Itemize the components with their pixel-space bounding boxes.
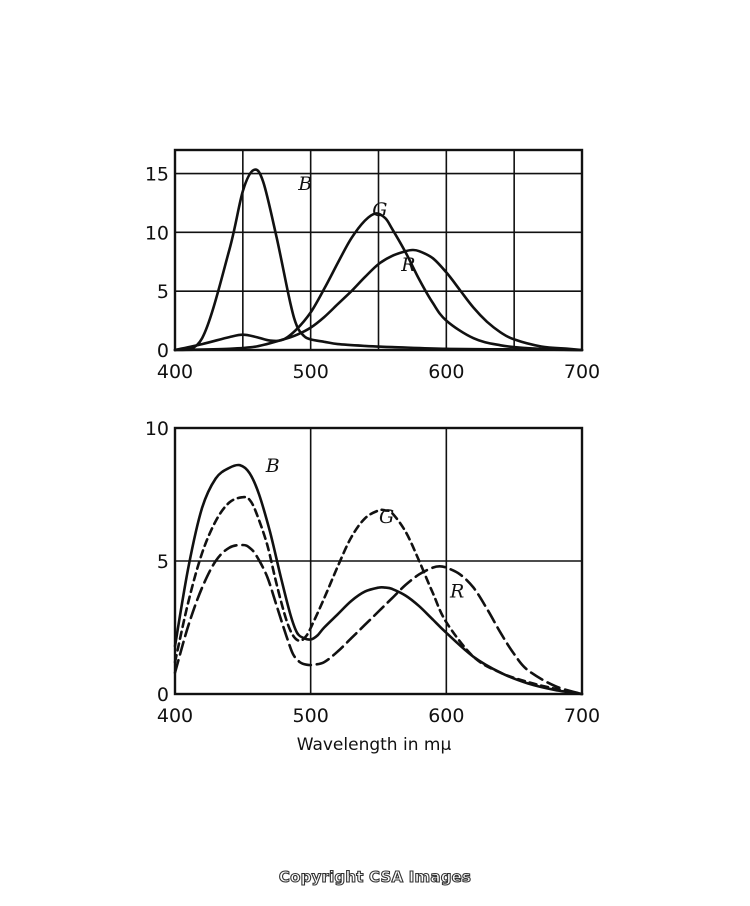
curve-g-line [173,212,584,352]
y-tick-label: 5 [157,551,169,573]
curve-label-g: G [372,199,387,221]
curve-label-g: G [379,506,394,528]
y-tick-label: 0 [157,340,169,362]
copyright-watermark: Copyright CSA Images [278,867,472,886]
x-tick-label: 700 [564,361,600,383]
curve-b-line [173,463,584,696]
x-tick-label: 500 [293,361,329,383]
plot-frame [173,426,584,696]
plot-frame [173,148,584,352]
y-tick-label: 10 [145,418,169,440]
curve-r-line [173,248,584,352]
x-tick-label: 700 [564,705,600,727]
x-tick-label: 500 [293,705,329,727]
x-axis-title: Wavelength in mμ [297,735,452,755]
x-tick-label: 400 [157,361,193,383]
x-tick-label: 600 [428,705,464,727]
curve-b-line [173,168,584,352]
curve-g-line [173,495,584,696]
curve-label-r: R [449,580,464,602]
x-tick-label: 400 [157,705,193,727]
y-tick-label: 15 [145,164,169,186]
y-tick-label: 5 [157,281,169,303]
curve-label-b: B [297,173,312,195]
curve-label-r: R [400,254,415,276]
curve-r-line [173,543,584,696]
curve-label-b: B [265,455,280,477]
x-tick-label: 600 [428,361,464,383]
y-tick-label: 0 [157,684,169,706]
bottom-chart: 400 500 600 700 0 5 10 B G R [145,418,600,727]
top-chart: 400 500 600 700 0 5 10 15 B G R [145,148,600,383]
y-tick-label: 10 [145,222,169,244]
